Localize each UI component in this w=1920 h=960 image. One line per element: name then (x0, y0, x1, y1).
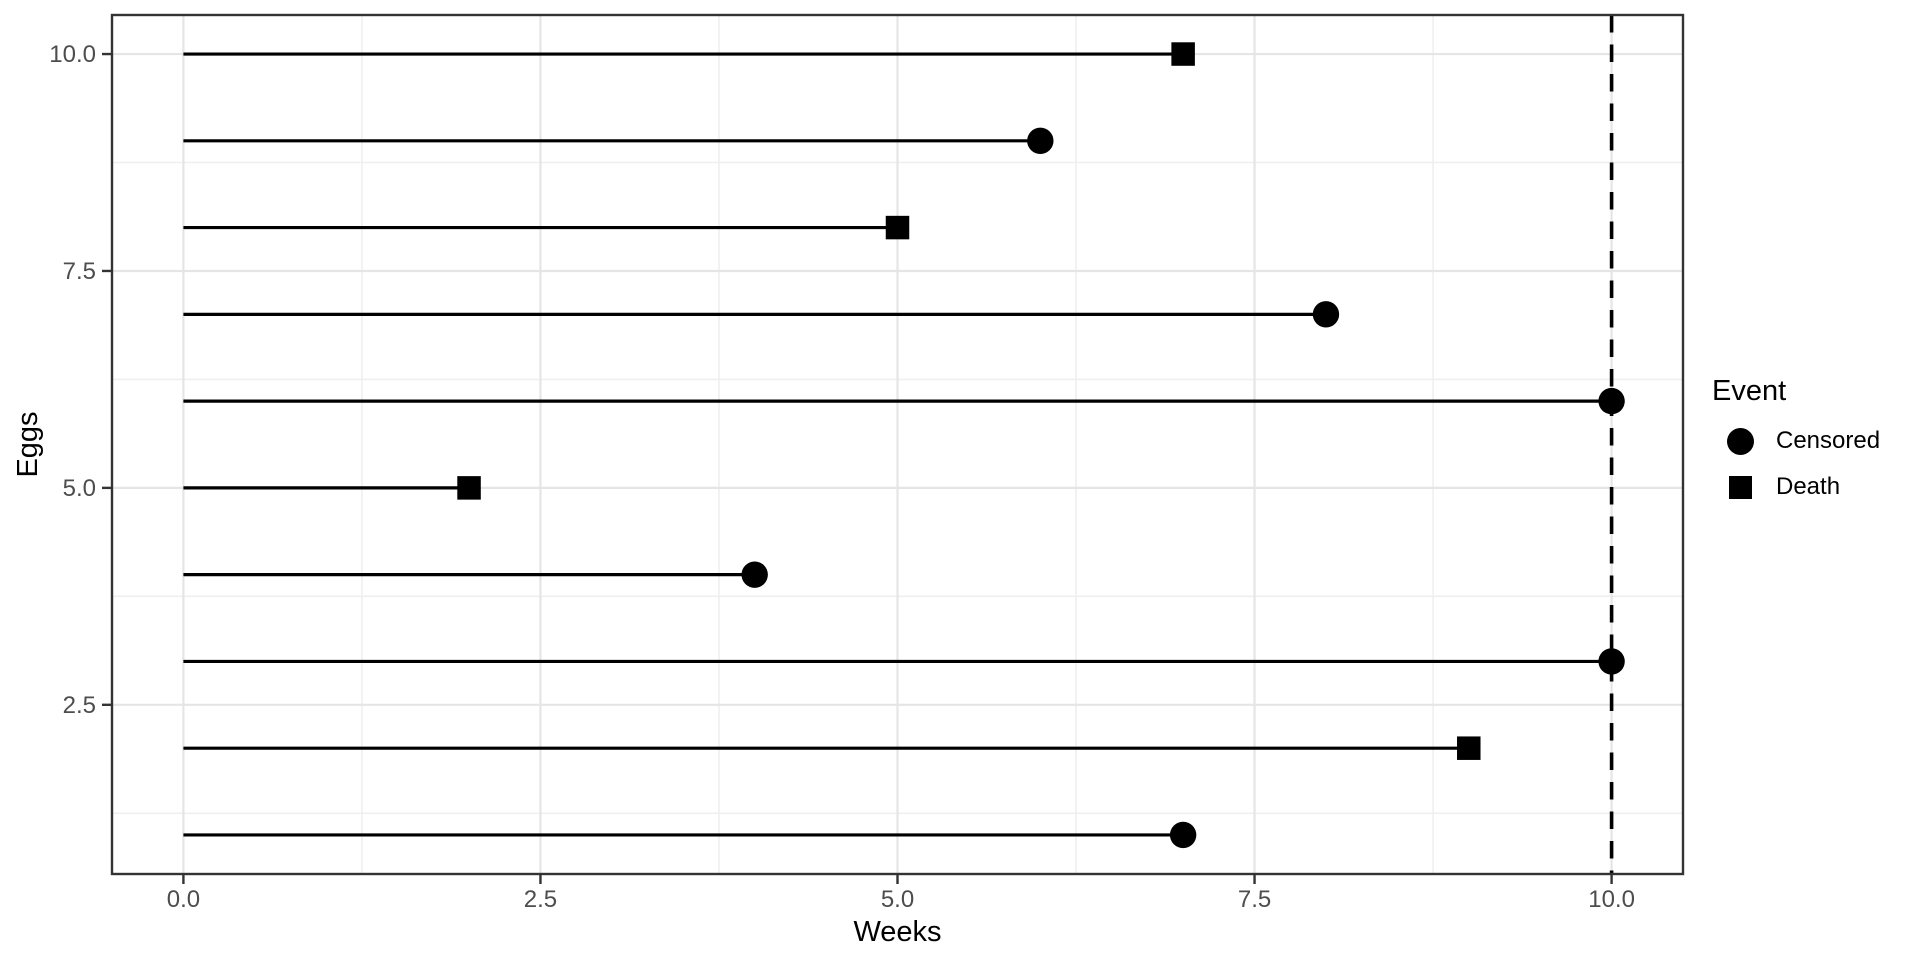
y-tick-label: 10.0 (49, 41, 96, 68)
event-marker-death (1457, 736, 1481, 760)
legend-label: Death (1776, 473, 1841, 500)
panel-border (110, 13, 1685, 876)
event-marker-censored (1169, 821, 1197, 849)
event-marker-censored (1027, 127, 1054, 155)
event-marker-censored (1598, 387, 1625, 415)
event-marker-censored (741, 561, 768, 588)
x-tick-label: 5.0 (881, 886, 914, 913)
event-marker-censored (1598, 648, 1625, 675)
y-tick-label: 5.0 (63, 475, 96, 502)
death-marker-icon (1728, 475, 1752, 499)
legend-title: Event (1712, 375, 1787, 407)
x-tick-label: 10.0 (1588, 886, 1635, 913)
legend-key (1712, 475, 1768, 499)
y-tick-label: 2.5 (63, 692, 96, 719)
x-tick-label: 0.0 (167, 886, 200, 913)
event-marker-censored (1312, 301, 1340, 328)
y-tick-label: 7.5 (63, 258, 96, 285)
x-axis-title: Weeks (853, 916, 941, 948)
event-marker-death (457, 476, 481, 500)
x-tick-label: 7.5 (1238, 886, 1271, 913)
legend-key (1712, 427, 1768, 455)
legend-entry-censored: Censored (1712, 418, 1880, 464)
legend-entry-death: Death (1712, 464, 1880, 510)
event-marker-death (1171, 42, 1195, 66)
legend-label: Censored (1776, 427, 1881, 454)
y-axis-title: Eggs (12, 411, 44, 477)
x-tick-label: 2.5 (524, 886, 557, 913)
censored-marker-icon (1726, 427, 1754, 455)
event-marker-death (885, 215, 910, 240)
legend: Event Censored Death (1712, 374, 1880, 510)
